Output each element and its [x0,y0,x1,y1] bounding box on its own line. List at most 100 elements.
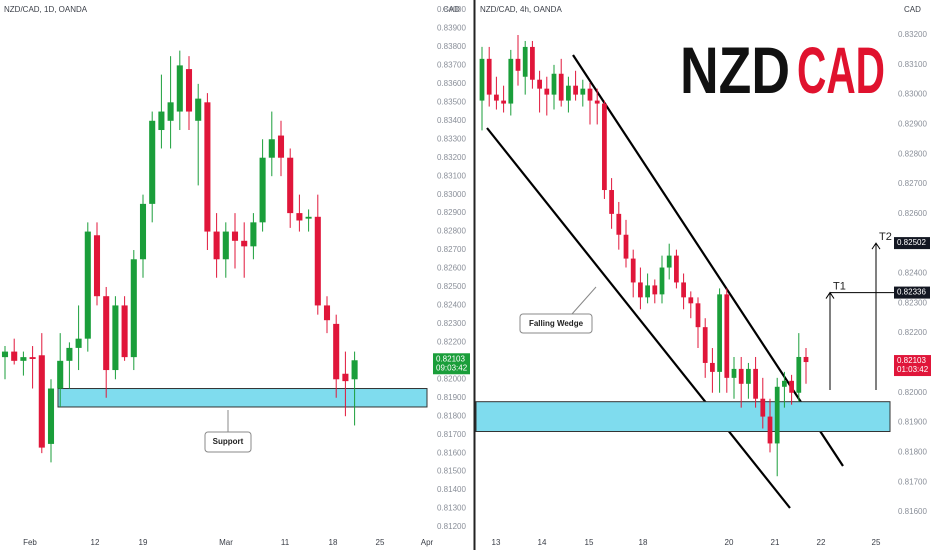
candle-body [20,357,27,361]
y-tick-label: 0.81600 [898,507,927,516]
y-tick-label: 0.81600 [437,448,466,457]
candle-body [558,73,564,101]
y-tick-label: 0.83000 [898,90,927,99]
candle-body [342,373,349,382]
x-tick-label: 18 [639,538,648,547]
x-tick-label: 20 [725,538,734,547]
zone-label: Support [213,437,244,446]
candle-body [351,360,358,380]
wedge-lower-line [486,127,791,509]
candle-body [11,351,18,361]
y-tick-label: 0.81700 [898,477,927,486]
candle-body [724,294,730,378]
candle-body [29,357,36,359]
candle-body [738,368,744,384]
candle-body [241,240,248,247]
y-tick-label: 0.82700 [437,245,466,254]
pattern-label: Falling Wedge [529,319,584,328]
candle-body [57,360,64,389]
candle-body [580,88,586,95]
candle-body [753,368,758,399]
candle-body [767,416,773,444]
candle-body [659,267,665,295]
y-tick-label: 0.82000 [898,388,927,397]
candle-body [609,190,614,214]
candle-body [652,285,658,295]
y-tick-label: 0.82400 [898,269,927,278]
candle-body [566,85,571,101]
x-tick-label: 22 [817,538,826,547]
target-price-label: 0.82502 [897,238,926,247]
y-tick-label: 0.82300 [437,319,466,328]
candle-body [287,157,294,214]
last-price-tag [433,353,470,375]
candle-body [544,88,550,95]
candle-body [486,58,492,95]
y-tick-label: 0.82900 [898,120,927,129]
x-tick-label: 21 [771,538,780,547]
countdown-label: 01:03:42 [897,365,929,374]
wedge-callout [571,286,597,315]
candle-body [645,285,650,298]
y-tick-label: 0.81800 [898,447,927,456]
y-tick-label: 0.82600 [898,209,927,218]
x-tick-label: 14 [538,538,547,547]
candle-body [537,79,542,89]
x-tick-label: 12 [91,538,100,547]
candle-body [1,351,9,358]
x-tick-label: 19 [139,538,148,547]
candle-body [515,58,521,71]
y-tick-label: 0.83100 [898,60,927,69]
x-tick-label: 11 [281,538,290,547]
candle-body [796,356,802,393]
candle-body [259,157,266,223]
y-tick-label: 0.83300 [437,134,466,143]
candle-body [195,98,202,121]
candle-body [167,102,174,121]
candle-body [250,222,257,247]
target-name: T1 [833,280,846,292]
candle-body [139,203,147,260]
candle-body [204,102,211,232]
y-tick-label: 0.83800 [437,42,466,51]
candle-body [623,234,629,259]
candle-body [296,213,303,221]
countdown-label: 09:03:42 [436,363,468,372]
y-tick-label: 0.81200 [437,522,466,531]
candle-body [587,88,593,101]
target-price-tag [894,237,930,250]
y-tick-label: 0.81700 [437,430,466,439]
candle-body [573,85,578,95]
candle-body [305,216,312,219]
candle-body [47,388,55,444]
candle-body [103,296,110,371]
x-tick-label: 25 [872,538,881,547]
candle-body [277,135,285,158]
candle-body [602,103,607,191]
x-tick-label: Apr [421,538,434,547]
y-tick-label: 0.81900 [437,393,466,402]
support-label-box [204,431,252,453]
candle-body [638,282,643,298]
chart-title: NZD/CAD, 4h, OANDA [480,5,562,14]
zone [57,388,428,408]
x-tick-label: Feb [23,538,37,547]
candle-body [760,398,766,417]
candle-body [731,368,737,378]
candle-body [594,100,600,104]
candle-body [746,368,751,384]
x-tick-label: 25 [376,538,385,547]
candle-body [38,355,45,448]
y-axis-title: CAD [904,5,921,14]
y-tick-label: 0.82600 [437,264,466,273]
y-tick-label: 0.83900 [437,24,466,33]
candle-body [130,259,137,358]
y-tick-label: 0.81500 [437,467,466,476]
candle-body [688,297,694,304]
candle-body [66,347,73,361]
y-tick-label: 0.81900 [898,418,927,427]
last-price-label: 0.82103 [897,356,926,365]
candle-body [717,294,722,372]
